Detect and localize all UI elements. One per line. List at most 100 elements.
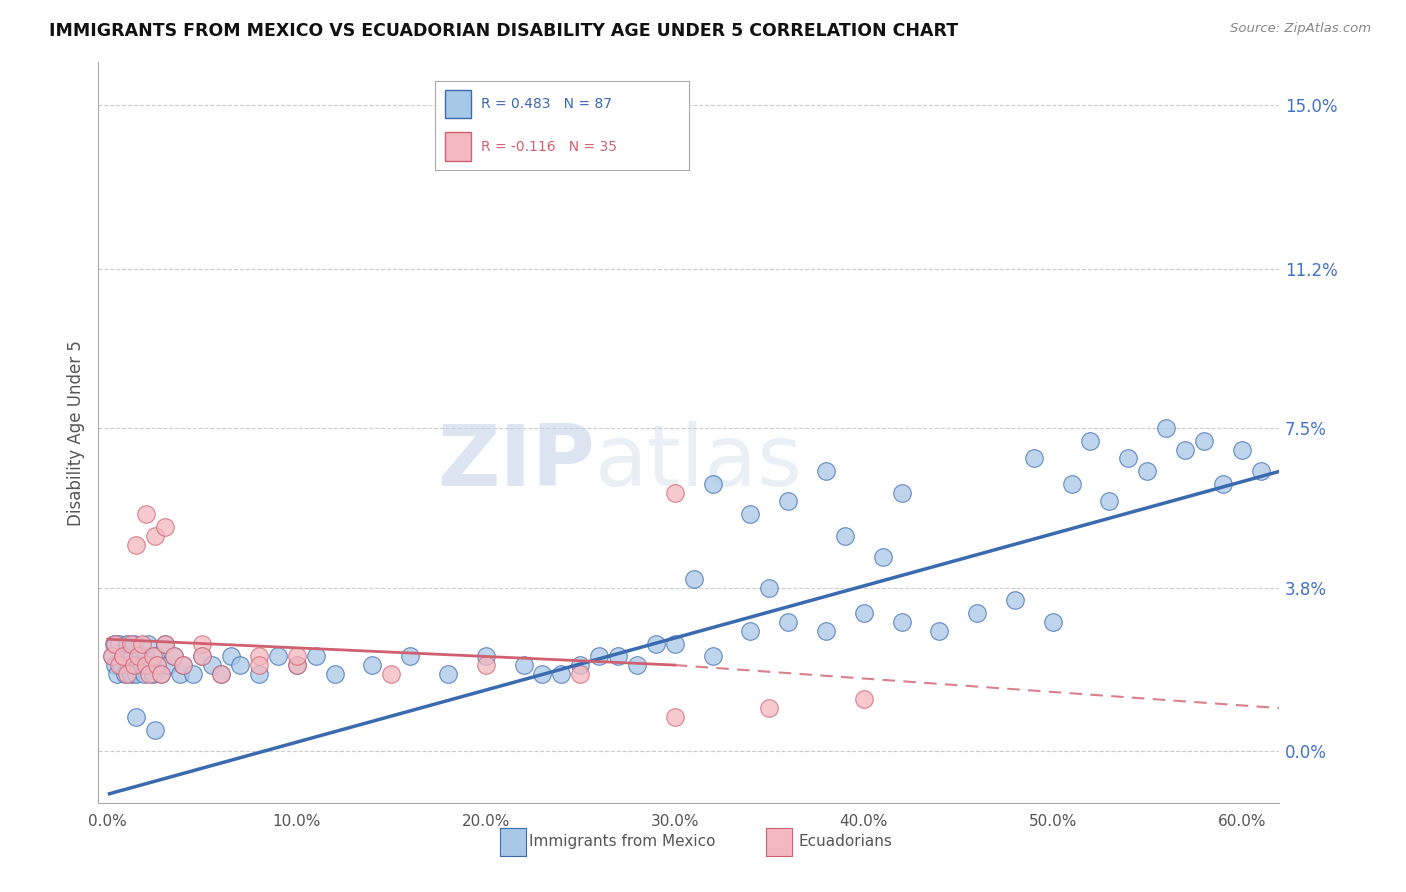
Point (131, 658, 153, 673)
Point (1022, 451, 1045, 466)
Point (149, 666, 172, 681)
Point (644, 636, 666, 650)
Y-axis label: Disability Age Under 5: Disability Age Under 5 (66, 340, 84, 525)
Point (110, 658, 132, 673)
Point (120, 636, 142, 650)
Point (531, 666, 554, 681)
Point (104, 636, 127, 650)
Point (191, 649, 214, 664)
Point (157, 658, 180, 673)
Text: Immigrants from Mexico: Immigrants from Mexico (530, 834, 716, 849)
Point (209, 666, 232, 681)
Point (103, 636, 125, 650)
Point (1098, 494, 1121, 508)
Point (550, 666, 572, 681)
Point (285, 658, 308, 673)
Point (138, 666, 160, 681)
Point (100, 649, 122, 664)
Point (125, 537, 148, 551)
Point (181, 666, 204, 681)
Point (437, 666, 460, 681)
Point (114, 666, 136, 681)
Point (588, 649, 610, 664)
Point (399, 649, 422, 664)
Point (380, 666, 402, 681)
Point (121, 649, 143, 664)
Point (136, 636, 159, 650)
Text: Ecuadorians: Ecuadorians (799, 834, 893, 849)
Point (146, 658, 169, 673)
Point (135, 649, 157, 664)
Text: atlas: atlas (595, 421, 803, 504)
Point (852, 692, 875, 706)
Point (305, 649, 328, 664)
Point (247, 658, 270, 673)
Point (569, 666, 592, 681)
Text: IMMIGRANTS FROM MEXICO VS ECUADORIAN DISABILITY AGE UNDER 5 CORRELATION CHART: IMMIGRANTS FROM MEXICO VS ECUADORIAN DIS… (49, 22, 959, 40)
Point (1250, 464, 1272, 478)
Point (323, 666, 346, 681)
Point (129, 649, 152, 664)
Point (153, 636, 176, 650)
Point (118, 658, 141, 673)
Point (191, 636, 214, 650)
Point (125, 666, 148, 681)
Point (131, 636, 153, 650)
Text: Source: ZipAtlas.com: Source: ZipAtlas.com (1230, 22, 1371, 36)
Point (852, 607, 875, 621)
Point (104, 658, 127, 673)
Point (219, 649, 242, 664)
Point (1192, 434, 1215, 449)
Point (285, 658, 308, 673)
Point (1212, 477, 1234, 491)
Point (163, 649, 186, 664)
Point (125, 709, 148, 723)
Point (120, 666, 142, 681)
Point (758, 701, 780, 715)
Point (146, 658, 169, 673)
Point (153, 636, 176, 650)
Point (740, 508, 762, 522)
Point (814, 624, 837, 638)
Point (135, 658, 157, 673)
Point (191, 649, 214, 664)
Point (172, 658, 194, 673)
Point (1174, 442, 1197, 457)
Point (172, 658, 194, 673)
Point (758, 581, 780, 595)
Point (138, 658, 160, 673)
Point (111, 649, 134, 664)
Point (169, 666, 191, 681)
Point (702, 649, 724, 664)
Point (872, 550, 894, 565)
Point (607, 649, 630, 664)
Point (1060, 477, 1083, 491)
Point (702, 477, 724, 491)
Point (512, 658, 534, 673)
Point (115, 666, 138, 681)
Point (778, 615, 800, 629)
Point (209, 666, 232, 681)
Point (475, 649, 498, 664)
Point (132, 666, 155, 681)
Point (834, 529, 856, 543)
Point (361, 658, 384, 673)
Point (1116, 451, 1139, 466)
Point (135, 508, 157, 522)
Text: ZIP: ZIP (437, 421, 595, 504)
Point (664, 636, 686, 650)
Point (163, 649, 186, 664)
Point (626, 658, 648, 673)
Point (229, 658, 252, 673)
Point (142, 649, 165, 664)
Point (740, 624, 762, 638)
Point (890, 615, 912, 629)
Point (664, 709, 686, 723)
Point (153, 520, 176, 534)
Point (285, 649, 308, 664)
Point (108, 636, 131, 650)
Point (127, 658, 149, 673)
Point (149, 666, 172, 681)
Point (143, 649, 166, 664)
Point (142, 666, 165, 681)
